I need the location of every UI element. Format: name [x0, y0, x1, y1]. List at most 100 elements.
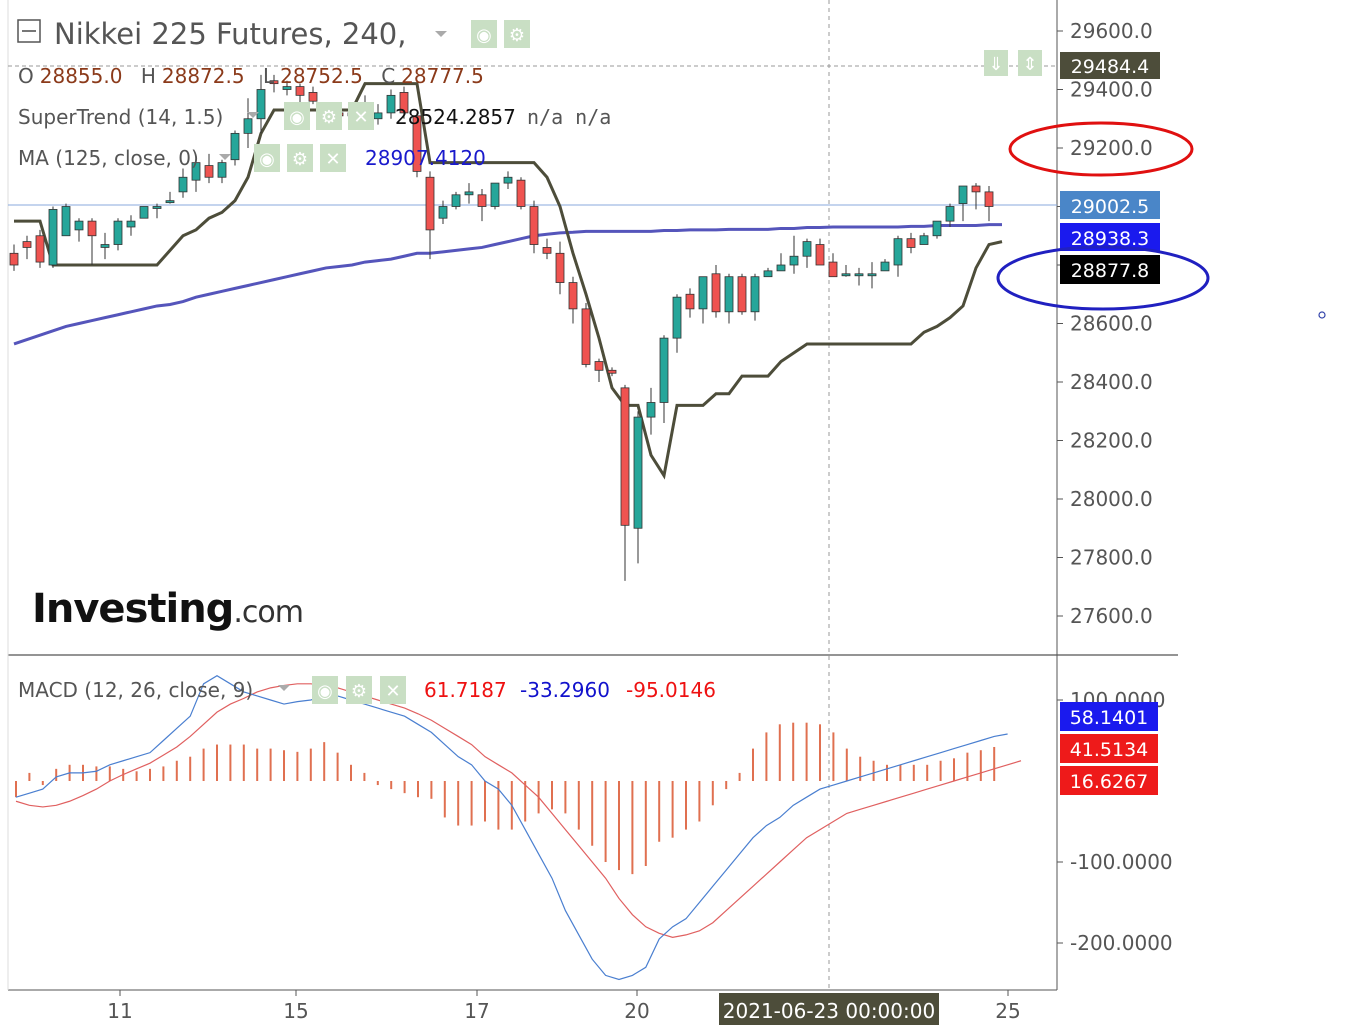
price-tick-label: 27600.0 [1070, 604, 1153, 628]
candle-up [698, 276, 708, 310]
candle-up [802, 241, 812, 257]
candle-down [568, 282, 578, 310]
supertrend-gear-button[interactable] [316, 102, 342, 130]
last-price-tag-bg [1060, 191, 1160, 219]
macd-tag1-bg [1060, 702, 1158, 731]
candle-up [854, 273, 864, 277]
candle-down [412, 115, 422, 172]
candle-up [880, 261, 890, 272]
candle-down [555, 252, 565, 283]
price-axis: 29600.029400.029200.029000.028800.028600… [1057, 19, 1153, 628]
macd-dropdown-icon[interactable] [278, 685, 290, 691]
candle-down [399, 92, 409, 114]
ohlc-l-label: L [263, 64, 275, 88]
price-tick-label: 28000.0 [1070, 487, 1153, 511]
macd-gear-button[interactable] [346, 676, 372, 704]
blue-circle-annotation [996, 245, 1210, 311]
candle-down [529, 206, 539, 245]
candle-up [256, 89, 266, 120]
ma-line [13, 223, 1002, 346]
candle-down [984, 191, 994, 207]
ma-legend-label[interactable]: MA (125, close, 0) [18, 146, 199, 170]
candle-down [971, 185, 981, 193]
last-price-tag: 29002.5 [1071, 196, 1150, 218]
dashed-level-tag: 29484.4 [1071, 56, 1150, 78]
macd-tag2: 41.5134 [1070, 739, 1149, 761]
macd-tag3: 16.6267 [1070, 771, 1149, 793]
candle-up [61, 206, 71, 237]
close-icon: ✕ [325, 149, 340, 170]
gear-icon: ⚙ [351, 681, 367, 702]
price-series-layer [9, 74, 1003, 581]
ohlc-l-value: 28752.5 [280, 64, 363, 88]
candle-up [373, 112, 383, 120]
title-gear-button[interactable] [504, 20, 530, 48]
macd-legend-label[interactable]: MACD (12, 26, close, 9) [18, 678, 253, 702]
candle-down [737, 276, 747, 313]
supertrend-legend-value: 28524.2857 [395, 105, 516, 129]
gear-icon: ⚙ [509, 25, 525, 46]
macd-eye-button[interactable] [312, 676, 338, 704]
candle-down [477, 194, 487, 207]
scroll-down-button[interactable] [984, 50, 1008, 76]
supertrend-dropdown-icon[interactable] [247, 112, 259, 118]
ma-value-tag: 28938.3 [1071, 228, 1150, 250]
candle-up [932, 220, 942, 237]
title-dropdown-icon[interactable] [435, 31, 447, 37]
ohlc-o-value: 28855.0 [40, 64, 123, 88]
eye-icon: ◉ [289, 107, 305, 128]
st-value-tag-bg [1060, 255, 1160, 284]
red-circle-annotation [1008, 121, 1194, 177]
macd-close-button[interactable] [380, 676, 406, 704]
candle-up [100, 244, 110, 248]
ma-dropdown-icon[interactable] [219, 154, 231, 160]
time-tick-label: 11 [107, 999, 132, 1023]
candle-up [113, 220, 123, 245]
eye-icon: ◉ [317, 681, 333, 702]
candle-up [646, 402, 656, 418]
arrow-updown-icon: ⇕ [1022, 54, 1037, 75]
ma-gear-button[interactable] [287, 144, 313, 172]
price-tick-label: 28200.0 [1070, 429, 1153, 453]
supertrend-legend-label[interactable]: SuperTrend (14, 1.5) [18, 105, 223, 129]
candle-up [438, 206, 448, 219]
supertrend-close-button[interactable] [348, 102, 374, 130]
candle-down [581, 308, 591, 365]
supertrend-eye-button[interactable] [284, 102, 310, 130]
marker-dot [1318, 311, 1326, 319]
macd-tag1: 58.1401 [1070, 707, 1149, 729]
candle-up [763, 270, 773, 278]
candle-up [152, 206, 162, 209]
candle-down [87, 220, 97, 237]
candle-up [464, 191, 474, 196]
candle-up [958, 185, 968, 204]
price-tick-label: 28600.0 [1070, 312, 1153, 336]
candle-down [828, 261, 838, 278]
price-tick-label: 29200.0 [1070, 136, 1153, 160]
supertrend-legend-extra: n/a n/a [527, 105, 611, 129]
macd-legend-v2: -33.2960 [520, 678, 610, 702]
crosshair-time-tag: 2021-06-23 00:00:00 [723, 999, 935, 1023]
ma-close-button[interactable] [320, 144, 346, 172]
candle-up [139, 206, 149, 219]
ohlc-c-label: C [381, 64, 395, 88]
crosshair-time-tag-bg [719, 993, 939, 1025]
candle-down [425, 176, 435, 231]
ma-eye-button[interactable] [254, 144, 280, 172]
title-settings-eye-button[interactable] [471, 20, 497, 48]
candle-up [178, 176, 188, 193]
time-axis: 11 15 17 20 25 2021-06-23 00:00:00 [107, 990, 1021, 1025]
candle-down [22, 241, 32, 248]
candle-up [165, 200, 175, 204]
macd-signal-line [15, 683, 1022, 938]
chart-title: Nikkei 225 Futures, 240, [54, 17, 406, 51]
candle-down [308, 92, 318, 102]
price-tick-label: 28400.0 [1070, 370, 1153, 394]
candle-down [542, 247, 552, 254]
scroll-up-button[interactable] [1018, 50, 1042, 76]
candle-up [451, 194, 461, 207]
candle-up [126, 220, 136, 228]
supertrend-line [14, 82, 1003, 480]
close-icon: ✕ [353, 107, 368, 128]
